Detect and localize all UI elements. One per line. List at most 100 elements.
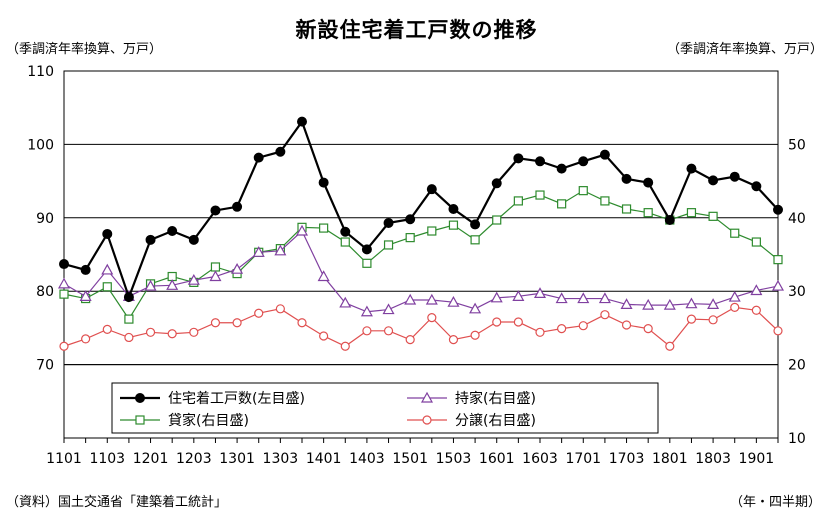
legend-label: 貸家(右目盛) xyxy=(168,412,249,429)
data-point xyxy=(664,215,675,226)
x-tick-label: 1403 xyxy=(349,451,385,467)
data-point xyxy=(59,341,69,351)
data-point xyxy=(557,324,567,334)
data-point xyxy=(578,321,588,331)
data-point xyxy=(707,298,720,310)
data-point xyxy=(254,308,264,318)
data-point xyxy=(533,287,547,299)
data-point xyxy=(405,233,415,243)
data-point xyxy=(210,318,221,328)
left-tick-label: 110 xyxy=(27,64,54,80)
data-point xyxy=(297,116,307,127)
data-point xyxy=(317,270,330,282)
data-point xyxy=(470,235,480,245)
data-point xyxy=(383,326,394,336)
data-point xyxy=(535,327,545,337)
data-point xyxy=(210,205,221,216)
legend-label: 住宅着工戸数(左目盛) xyxy=(168,391,305,407)
data-point xyxy=(405,335,415,345)
data-point xyxy=(750,284,763,296)
x-tick-label: 1401 xyxy=(306,451,342,467)
data-point xyxy=(102,324,112,334)
x-tick-label: 1503 xyxy=(436,451,472,467)
right-tick-label: 40 xyxy=(788,211,806,227)
data-point xyxy=(447,295,460,307)
plot-frame xyxy=(63,70,779,439)
data-point xyxy=(405,214,416,225)
data-point xyxy=(209,270,222,282)
data-point xyxy=(773,326,783,336)
right-tick-label: 50 xyxy=(788,137,806,153)
data-point xyxy=(686,208,697,218)
data-point xyxy=(319,331,329,341)
right-axis-unit: （季調済年率換算、万戸） xyxy=(666,42,823,57)
data-point xyxy=(513,317,523,327)
data-point xyxy=(339,296,352,308)
data-point xyxy=(728,290,741,302)
series-line xyxy=(63,306,779,348)
legend-label: 分譲(右目盛) xyxy=(455,413,536,429)
data-point xyxy=(535,190,545,200)
left-tick-label: 100 xyxy=(27,137,54,153)
data-point xyxy=(232,318,242,328)
data-point xyxy=(599,149,610,160)
x-tick-label: 1201 xyxy=(133,451,169,467)
right-tick-label: 30 xyxy=(788,284,806,300)
data-point xyxy=(642,298,655,310)
data-point xyxy=(621,173,632,184)
data-point xyxy=(751,237,761,247)
data-point xyxy=(621,204,632,214)
data-point xyxy=(188,234,199,245)
data-point xyxy=(643,324,653,334)
legend-label: 持家(右目盛) xyxy=(455,390,536,407)
left-tick-label: 80 xyxy=(36,284,54,300)
data-point xyxy=(773,255,783,265)
series-line xyxy=(63,119,779,301)
data-point xyxy=(57,277,71,289)
data-point xyxy=(771,279,785,291)
data-point xyxy=(102,282,112,292)
data-point xyxy=(123,292,134,303)
x-tick-label: 1701 xyxy=(565,451,601,467)
data-point xyxy=(167,329,177,339)
data-point xyxy=(663,298,676,310)
x-tick-label: 1301 xyxy=(219,451,255,467)
legend-box xyxy=(111,382,659,434)
data-point xyxy=(167,226,178,237)
data-point xyxy=(426,184,437,195)
data-point xyxy=(80,264,91,275)
data-point xyxy=(773,204,783,215)
data-point xyxy=(555,292,568,304)
data-point xyxy=(643,177,654,188)
data-point xyxy=(578,156,589,167)
legend-marker xyxy=(422,415,432,425)
left-tick-label: 90 xyxy=(36,211,54,227)
left-axis-unit: （季調済年率換算、万戸） xyxy=(6,42,163,57)
data-point xyxy=(59,289,69,299)
data-point xyxy=(340,237,350,247)
chart-title: 新設住宅着工戸数の推移 xyxy=(295,18,538,42)
x-tick-label: 1801 xyxy=(652,451,688,467)
data-point xyxy=(124,314,134,324)
data-point xyxy=(340,341,350,351)
data-point xyxy=(492,215,502,225)
data-point xyxy=(448,335,459,345)
data-point xyxy=(252,246,265,257)
data-point xyxy=(708,211,718,221)
right-tick-label: 20 xyxy=(788,358,806,374)
source-note: （資料）国土交通省「建築着工統計」 xyxy=(6,495,228,510)
data-point xyxy=(145,327,156,337)
x-tick-label: 1703 xyxy=(609,451,645,467)
data-point xyxy=(448,220,459,230)
data-point xyxy=(729,171,740,182)
series-line xyxy=(63,230,779,313)
data-point xyxy=(210,262,221,272)
data-point xyxy=(124,332,134,343)
right-tick-label: 10 xyxy=(788,431,806,447)
data-point xyxy=(383,217,394,228)
data-point xyxy=(232,201,243,212)
data-point xyxy=(512,290,525,301)
data-point xyxy=(730,228,740,238)
data-point xyxy=(297,318,307,328)
